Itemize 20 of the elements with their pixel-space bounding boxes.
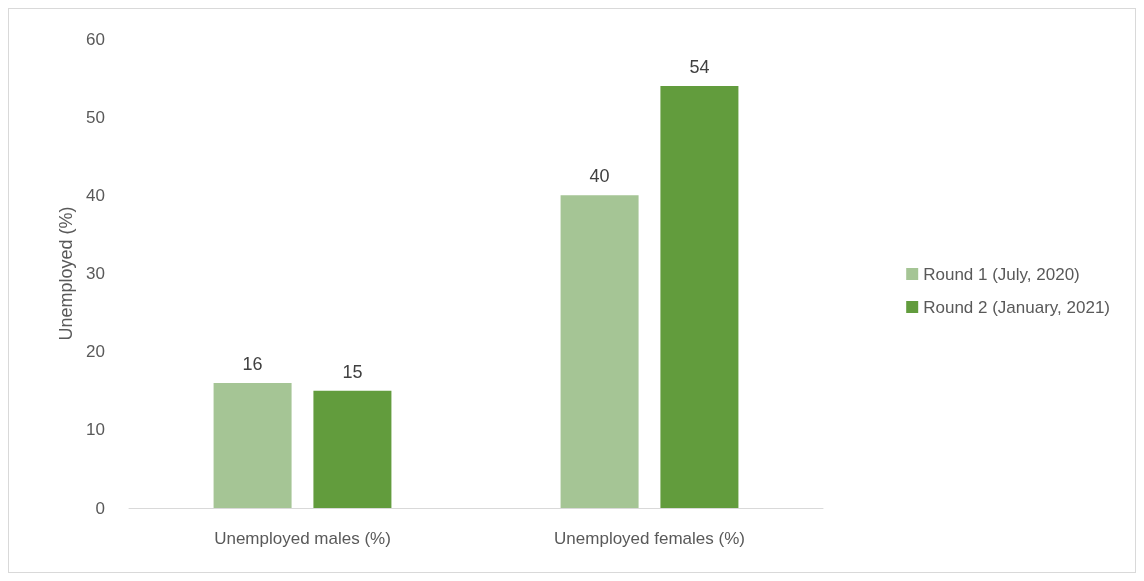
y-tick-label: 10 [86,420,105,440]
y-tick-label: 60 [86,29,105,49]
x-tick-label: Unemployed females (%) [554,529,745,548]
data-label: 16 [242,353,263,374]
y-tick-label: 0 [95,498,105,518]
bar [313,390,392,508]
x-tick-label: Unemployed males (%) [214,529,391,548]
bar [213,382,292,508]
bar [660,85,739,508]
y-tick-label: 40 [86,185,105,205]
y-tick-label: 50 [86,107,105,127]
y-tick-label: 30 [86,264,105,283]
legend-label: Round 2 (January, 2021) [923,297,1111,317]
data-label: 54 [689,56,710,77]
bar [560,195,639,508]
y-axis-title: Unemployed (%) [56,206,77,341]
legend-label: Round 1 (July, 2020) [923,264,1080,284]
data-label: 40 [589,166,610,187]
y-tick-label: 20 [86,342,105,362]
data-label: 15 [342,361,363,382]
